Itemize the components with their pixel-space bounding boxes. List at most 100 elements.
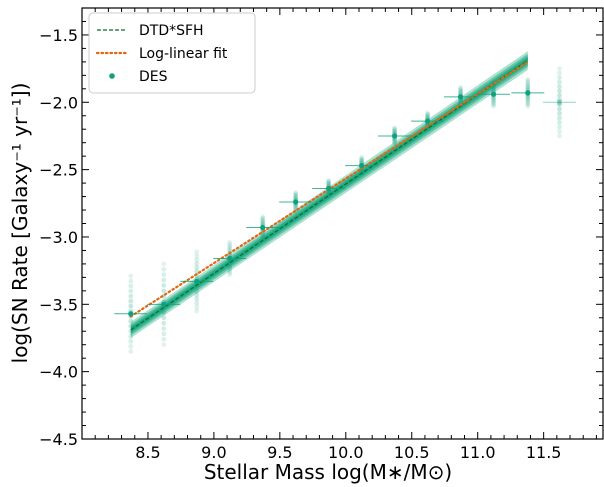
des-sample-point <box>392 139 397 145</box>
des-sample-point <box>458 88 463 94</box>
des-sample-point <box>557 79 562 85</box>
des-sample-point <box>293 195 299 200</box>
des-sample-point <box>194 296 200 302</box>
des-point <box>392 133 398 139</box>
des-point <box>525 90 531 96</box>
des-sample-point <box>359 169 365 174</box>
des-sample-point <box>326 181 332 187</box>
des-sample-point <box>425 114 430 120</box>
des-point <box>194 278 200 285</box>
des-sample-point <box>128 303 134 309</box>
des-sample-point <box>194 308 200 314</box>
des-sample-point <box>293 193 299 199</box>
x-tick-label: 11.0 <box>460 443 496 462</box>
des-sample-point <box>392 137 397 143</box>
legend-label-dtd-sfh: DTD*SFH <box>139 23 204 39</box>
des-sample-point <box>458 86 463 92</box>
des-sample-point <box>227 244 233 250</box>
des-sample-point <box>128 273 134 279</box>
des-sample-point <box>293 192 299 198</box>
des-sample-point <box>227 261 233 267</box>
des-sample-point <box>227 239 233 245</box>
des-sample-point <box>260 218 266 224</box>
des-points <box>114 90 576 317</box>
des-point <box>260 224 266 231</box>
des-sample-point <box>491 95 496 101</box>
des-sample-point <box>359 168 365 173</box>
des-point <box>161 301 167 307</box>
des-sample-point <box>557 75 562 80</box>
y-tick-label: −2.0 <box>39 93 78 112</box>
des-sample-point <box>128 293 134 299</box>
des-sample-point <box>525 96 531 102</box>
des-sample-point <box>491 87 496 93</box>
y-tick-label: −2.5 <box>39 161 78 180</box>
x-tick-label: 10.0 <box>328 443 364 462</box>
des-sample-point <box>161 342 167 348</box>
des-sample-point <box>525 98 531 104</box>
des-sample-point <box>128 333 134 339</box>
des-sample-point <box>227 246 233 252</box>
des-sample-point <box>194 288 200 294</box>
des-sample-point <box>425 110 430 116</box>
legend: DTD*SFH Log-linear fit DES <box>88 12 256 94</box>
des-point <box>227 255 233 262</box>
des-sample-point <box>491 100 496 106</box>
des-sample-point <box>194 249 200 255</box>
des-sample-point <box>525 80 531 86</box>
des-sample-point <box>392 126 397 132</box>
des-sample-point <box>392 138 397 144</box>
des-sample-point <box>326 178 332 183</box>
des-point <box>424 118 431 124</box>
y-tick-label: −4.5 <box>39 430 78 449</box>
des-sample-point <box>557 93 562 98</box>
des-sample-point <box>194 304 200 310</box>
des-sample-point <box>260 214 266 220</box>
des-sample-point <box>392 129 397 135</box>
des-sample-point <box>161 320 167 326</box>
des-sample-point <box>525 85 531 91</box>
y-tick-label: −3.5 <box>39 295 78 314</box>
des-sample-point <box>194 292 200 298</box>
des-sample-point <box>128 298 134 304</box>
x-tick-label: 9.5 <box>267 443 292 462</box>
des-sample-point <box>525 84 531 89</box>
des-sample-point <box>557 102 562 107</box>
des-sample-point <box>194 300 200 306</box>
des-point <box>490 91 497 97</box>
des-sample-point <box>557 84 562 89</box>
des-sample-point <box>161 277 167 283</box>
des-sample-point <box>458 90 463 95</box>
des-sample-point <box>525 100 531 106</box>
y-tick-label: −3.0 <box>39 228 78 247</box>
des-sample-point <box>359 156 365 161</box>
y-axis-title: log(SN Rate [Galaxy⁻¹ yr⁻¹]) <box>8 83 32 364</box>
des-sample-point <box>557 124 562 130</box>
des-sample-point <box>557 88 562 94</box>
des-sample-point <box>293 203 299 209</box>
des-sample-point <box>557 129 562 134</box>
des-point <box>326 185 332 192</box>
des-sample-point <box>425 112 430 118</box>
des-sample-point <box>161 283 167 288</box>
legend-label-log-linear-fit: Log-linear fit <box>139 46 228 62</box>
des-sample-point <box>458 87 463 93</box>
des-sample-point <box>260 217 266 223</box>
des-sample-point <box>260 235 266 241</box>
des-sample-point <box>260 215 266 221</box>
des-sample-point <box>128 288 134 294</box>
des-sample-point <box>557 133 562 139</box>
des-sample-point <box>326 179 332 184</box>
legend-swatch-des <box>109 73 115 79</box>
des-sample-point <box>227 272 233 278</box>
des-point <box>128 311 134 317</box>
des-sample-point <box>128 278 134 284</box>
des-sample-point <box>128 349 134 354</box>
des-sample-point <box>392 140 397 146</box>
des-sample-point <box>227 267 233 273</box>
des-sample-point <box>161 272 167 278</box>
des-sample-point <box>161 326 167 331</box>
des-sample-point <box>525 78 531 84</box>
des-sample-point <box>161 309 167 315</box>
